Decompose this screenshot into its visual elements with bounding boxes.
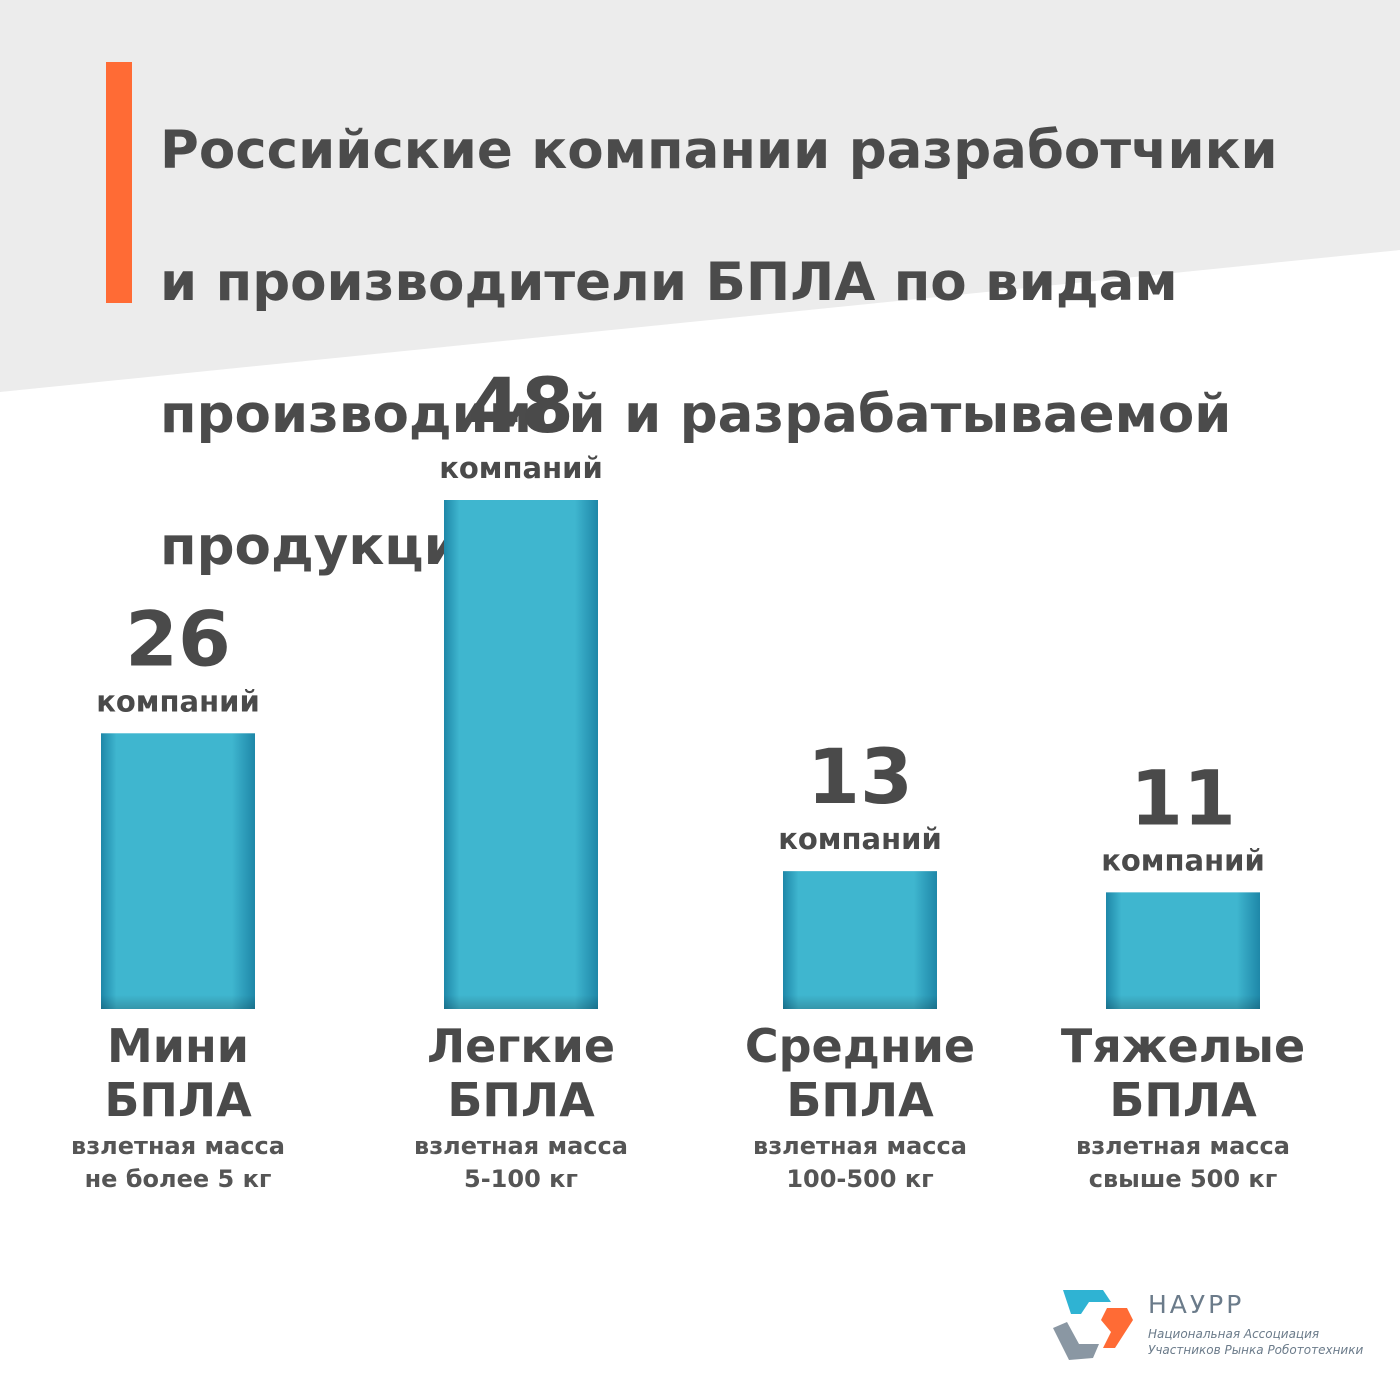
category-name-line: Легкие	[427, 1019, 615, 1073]
logo-subtitle-line-1: Национальная Ассоциация	[1148, 1327, 1320, 1341]
category-description-line: 100-500 кг	[786, 1165, 933, 1193]
title-line-1: Российские компании разработчики	[160, 120, 1278, 181]
bar	[783, 871, 937, 1009]
bar	[1106, 892, 1260, 1009]
category-description-line: взлетная масса	[753, 1132, 967, 1160]
bar-bottom-shade	[101, 995, 255, 1009]
bar	[101, 733, 255, 1009]
category-description-line: не более 5 кг	[85, 1165, 272, 1193]
bar-unit-label: компаний	[1101, 843, 1265, 877]
title-line-2: и производители БПЛА по видам	[160, 252, 1178, 313]
category-name-line: БПЛА	[447, 1073, 595, 1127]
bar-value-label: 13	[807, 732, 913, 821]
category-name-line: Мини	[107, 1019, 249, 1073]
bar-value-label: 26	[125, 594, 231, 683]
logo-subtitle: Национальная Ассоциация Участников Рынка…	[1148, 1326, 1363, 1358]
bar-bottom-shade	[444, 995, 598, 1009]
bar-bottom-shade	[783, 995, 937, 1009]
category-name-line: БПЛА	[786, 1073, 934, 1127]
bar-bottom-shade	[1106, 995, 1260, 1009]
category-description-line: свыше 500 кг	[1089, 1165, 1278, 1193]
category-name-line: БПЛА	[104, 1073, 252, 1127]
category-description-line: взлетная масса	[71, 1132, 285, 1160]
category-name-line: Средние	[745, 1019, 975, 1073]
bar-unit-label: компаний	[439, 451, 603, 485]
logo-name: НАУРР	[1148, 1290, 1245, 1319]
title-line-3: производимой и разрабатываемой	[160, 384, 1232, 445]
bar	[444, 500, 598, 1009]
bar-value-label: 11	[1130, 753, 1236, 842]
category-name-line: БПЛА	[1109, 1073, 1257, 1127]
category-name-line: Тяжелые	[1061, 1019, 1305, 1073]
logo-subtitle-line-2: Участников Рынка Робототехники	[1148, 1343, 1364, 1357]
bar-value-label: 48	[468, 361, 574, 450]
bar-unit-label: компаний	[778, 822, 942, 856]
title-accent-bar	[106, 62, 132, 303]
category-description-line: взлетная масса	[414, 1132, 628, 1160]
bar-unit-label: компаний	[96, 684, 260, 718]
category-description-line: взлетная масса	[1076, 1132, 1290, 1160]
naurr-logo: НАУРР Национальная Ассоциация Участников…	[1045, 1282, 1375, 1372]
category-description-line: 5-100 кг	[464, 1165, 578, 1193]
page-title: Российские компании разработчики и произ…	[160, 52, 1340, 646]
naurr-logo-mark-icon	[1053, 1290, 1133, 1360]
